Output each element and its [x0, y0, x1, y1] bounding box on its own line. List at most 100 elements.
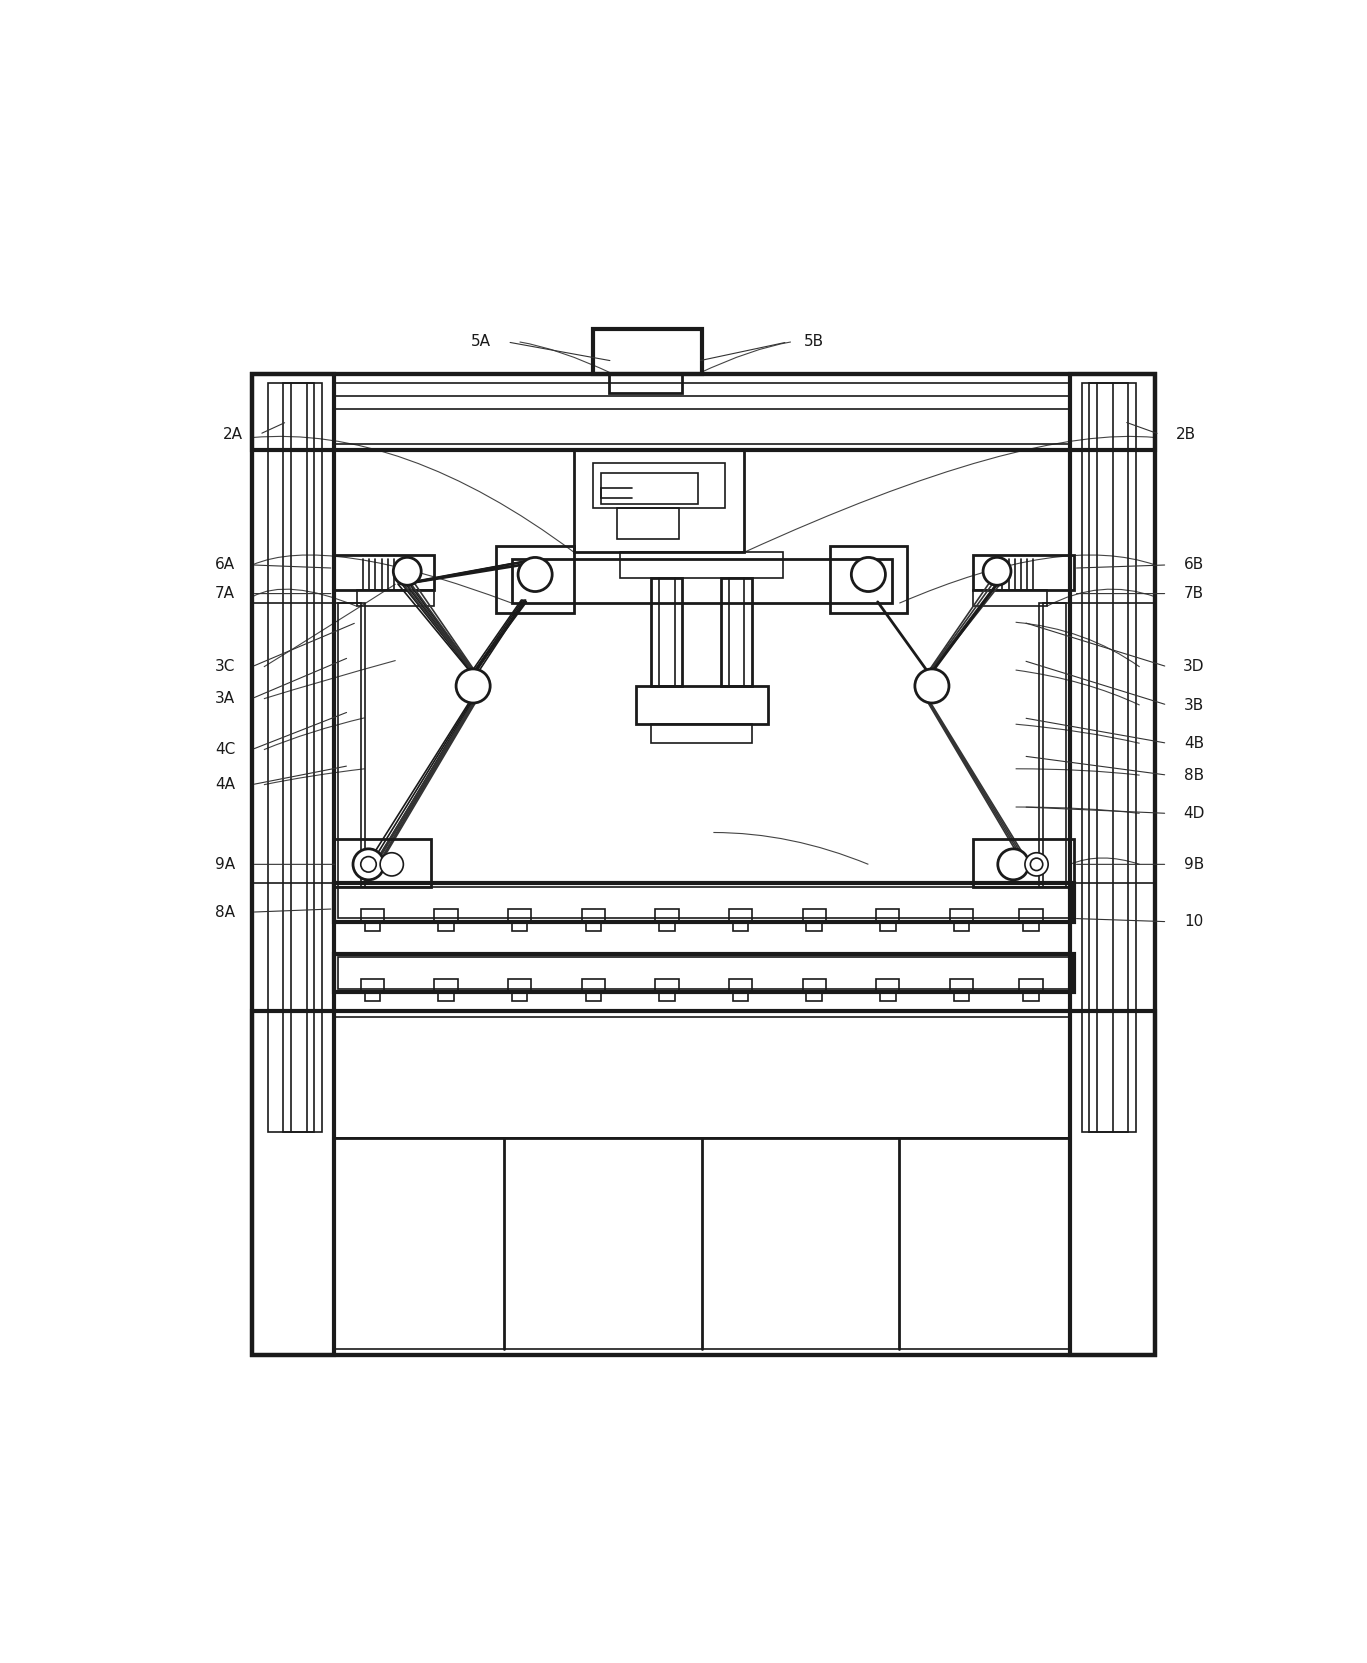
Bar — [601, 472, 699, 504]
Circle shape — [353, 848, 384, 880]
Bar — [509, 980, 532, 991]
Bar — [511, 921, 528, 931]
Bar — [830, 545, 908, 612]
Bar — [659, 921, 675, 931]
Bar — [338, 886, 1070, 918]
Bar — [581, 980, 604, 991]
Bar — [283, 384, 314, 1133]
Circle shape — [394, 557, 421, 585]
Bar — [574, 451, 745, 552]
Bar — [876, 910, 899, 921]
Bar — [880, 921, 895, 931]
Bar — [621, 552, 783, 577]
Text: 9B: 9B — [1184, 856, 1204, 871]
Text: 5B: 5B — [804, 334, 824, 349]
Bar — [1039, 604, 1070, 886]
Text: 4D: 4D — [1184, 807, 1204, 822]
Text: 3A: 3A — [215, 692, 235, 707]
Circle shape — [1031, 858, 1043, 870]
Text: 9A: 9A — [215, 856, 235, 871]
Bar — [338, 604, 361, 886]
Bar — [338, 956, 1070, 988]
Bar — [581, 910, 604, 921]
Bar — [593, 462, 725, 507]
Bar — [334, 1018, 1070, 1137]
Bar — [253, 374, 1155, 451]
Bar — [636, 685, 768, 723]
Bar — [585, 991, 601, 1001]
Text: 10: 10 — [1184, 915, 1203, 930]
Circle shape — [1025, 853, 1048, 876]
Bar — [334, 953, 1073, 991]
Text: 8A: 8A — [215, 905, 235, 920]
Bar — [617, 507, 678, 539]
Text: 2B: 2B — [1176, 427, 1196, 442]
Bar — [973, 555, 1073, 590]
Bar — [509, 910, 532, 921]
Bar — [655, 980, 678, 991]
Circle shape — [380, 853, 403, 876]
Bar — [1020, 980, 1043, 991]
Bar — [253, 374, 1155, 1355]
Bar — [511, 559, 891, 604]
Bar — [1024, 991, 1039, 1001]
Bar — [439, 921, 454, 931]
Circle shape — [915, 669, 949, 703]
Bar — [365, 991, 380, 1001]
Bar — [435, 910, 458, 921]
Bar — [876, 980, 899, 991]
Text: 4A: 4A — [215, 777, 235, 792]
Bar — [950, 910, 973, 921]
Bar — [334, 604, 365, 886]
Bar — [253, 374, 334, 1355]
Bar — [1024, 921, 1039, 931]
Bar — [435, 980, 458, 991]
Bar — [334, 1137, 1070, 1349]
Bar — [733, 991, 748, 1001]
Circle shape — [852, 557, 886, 592]
Text: 3C: 3C — [215, 659, 235, 675]
Bar — [253, 604, 334, 883]
Bar — [1020, 910, 1043, 921]
Circle shape — [457, 669, 491, 703]
Bar — [1089, 384, 1128, 1133]
Bar — [950, 980, 973, 991]
Bar — [880, 991, 895, 1001]
Text: 2A: 2A — [223, 427, 243, 442]
Bar — [361, 980, 384, 991]
Text: 6B: 6B — [1184, 557, 1204, 572]
Bar — [954, 991, 969, 1001]
Bar — [802, 980, 826, 991]
Bar — [802, 910, 826, 921]
Text: 3D: 3D — [1182, 659, 1204, 675]
Text: 4B: 4B — [1184, 735, 1204, 750]
Bar — [268, 384, 323, 1133]
Bar — [365, 921, 380, 931]
Text: 3B: 3B — [1184, 697, 1204, 712]
Bar — [1081, 384, 1136, 1133]
Text: 7B: 7B — [1184, 585, 1204, 600]
Bar — [722, 577, 752, 685]
Text: 8B: 8B — [1184, 768, 1204, 783]
Bar — [1043, 604, 1066, 886]
Bar — [651, 577, 682, 685]
Text: 7A: 7A — [215, 585, 235, 600]
Bar — [357, 590, 435, 607]
Bar — [511, 991, 528, 1001]
Bar — [361, 910, 384, 921]
Bar — [729, 910, 752, 921]
Bar — [655, 910, 678, 921]
Bar — [334, 384, 1070, 444]
Bar — [496, 545, 574, 612]
Bar — [608, 374, 682, 392]
Bar — [659, 991, 675, 1001]
Bar — [1070, 374, 1155, 1355]
Bar — [651, 723, 752, 743]
Bar — [439, 991, 454, 1001]
Text: 4C: 4C — [215, 742, 235, 757]
Bar — [334, 838, 431, 886]
Bar — [733, 921, 748, 931]
Bar — [253, 1011, 1155, 1355]
Bar — [585, 921, 601, 931]
Text: 6A: 6A — [215, 557, 235, 572]
